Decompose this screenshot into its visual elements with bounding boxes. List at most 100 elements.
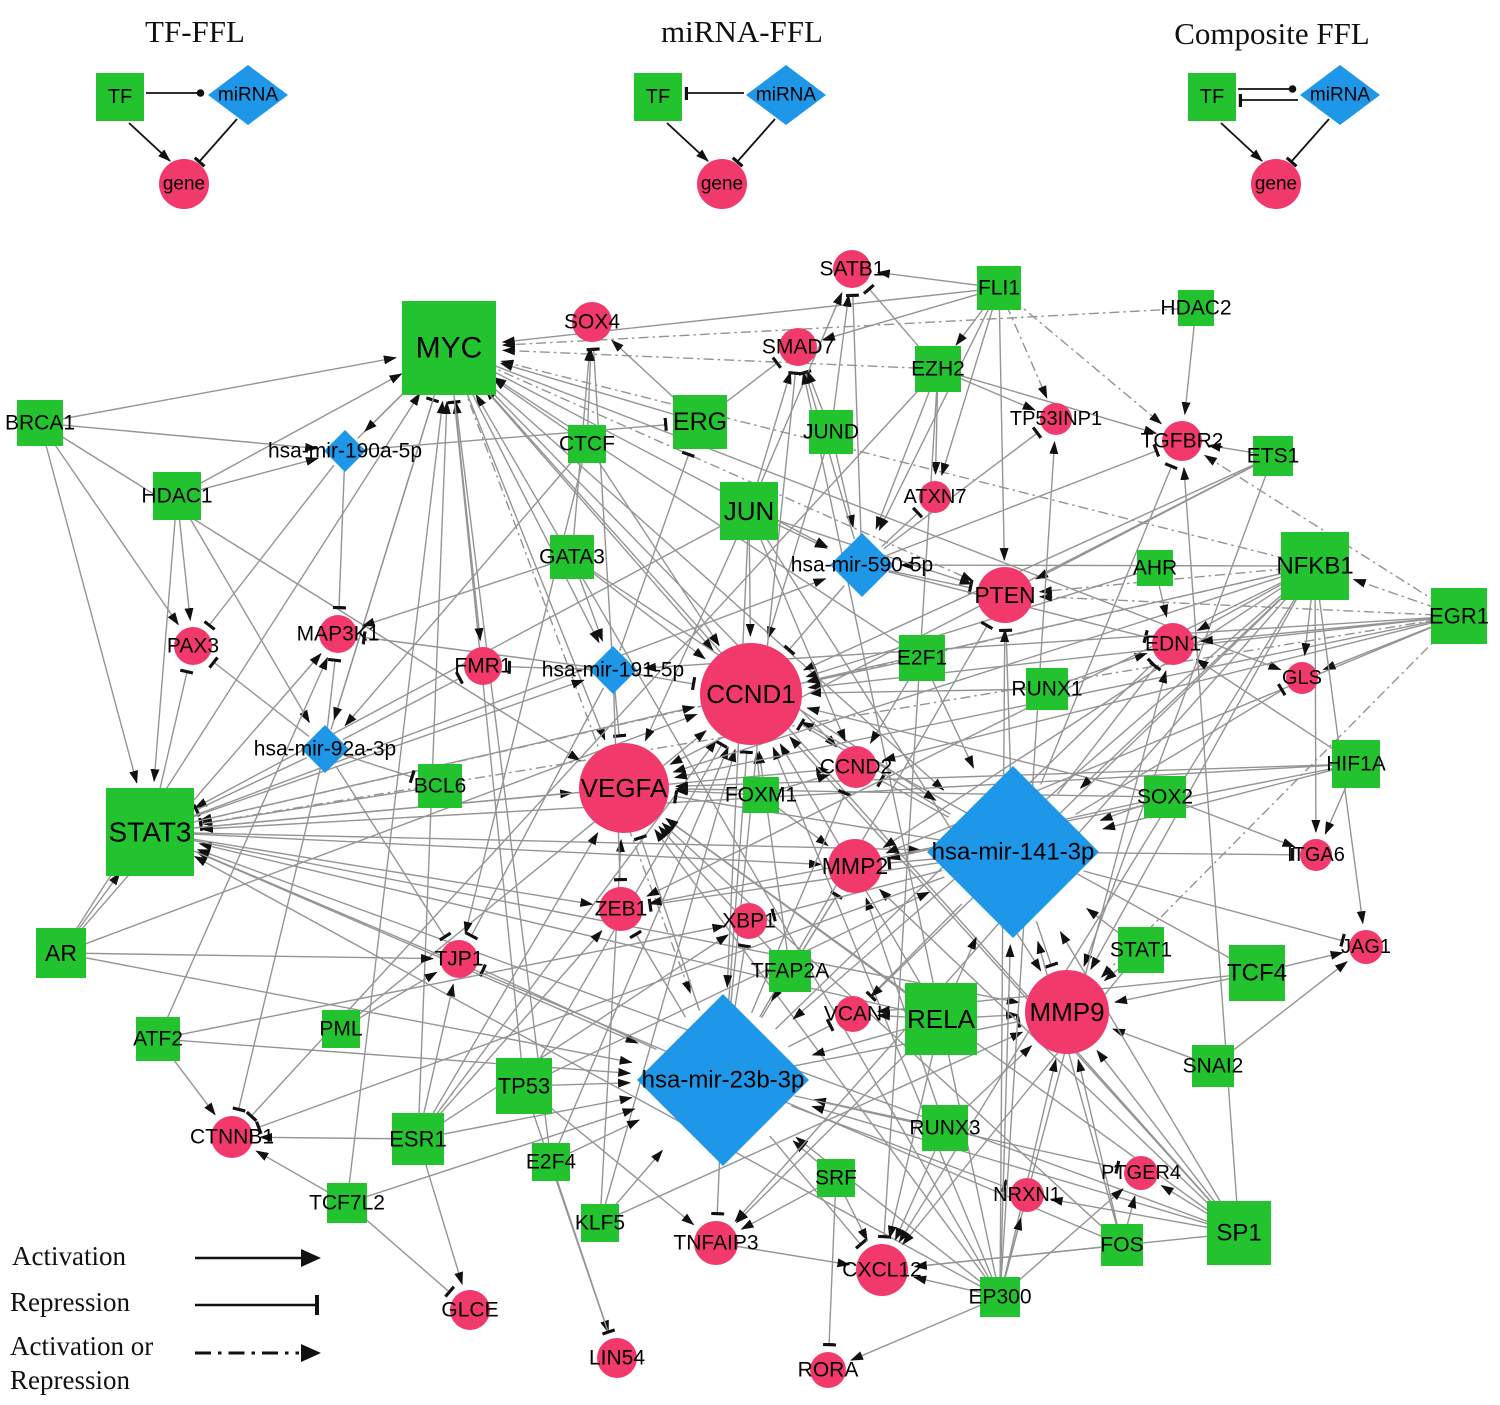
edge-E2F1-CCND2 bbox=[869, 674, 913, 744]
tf-square-SRF bbox=[817, 1159, 855, 1197]
tf-square-HDAC2 bbox=[1178, 290, 1214, 326]
node-label-PTGER4: PTGER4 bbox=[1101, 1162, 1181, 1184]
tf-square-NFKB1 bbox=[1281, 532, 1349, 600]
edge-E2F4-CCND1 bbox=[556, 746, 729, 1148]
motif-mirna-label: miRNA bbox=[756, 85, 816, 106]
edge-ATF2-XBP1 bbox=[176, 923, 726, 1037]
node-PML: PML bbox=[319, 1010, 363, 1048]
edge-EZH2-ATXN7 bbox=[931, 388, 941, 476]
node-GATA3: GATA3 bbox=[539, 535, 605, 579]
edge-hsa-mir-23b-3p-VCAN bbox=[787, 1018, 835, 1048]
node-label-ETS1: ETS1 bbox=[1247, 445, 1300, 468]
legend-repression-bar bbox=[195, 1295, 319, 1315]
node-label-XBP1: XBP1 bbox=[722, 910, 776, 933]
edge-hsa-mir-23b-3p-CXCL12 bbox=[769, 1135, 867, 1250]
node-HDAC2: HDAC2 bbox=[1160, 290, 1232, 326]
edge-KLF5-hsa-mir-23b-3p bbox=[610, 1149, 664, 1212]
edge-JUN-SMAD7 bbox=[755, 370, 792, 488]
edge-MYC-CCND1 bbox=[474, 377, 714, 652]
edge-ESR1-GLCE bbox=[423, 1159, 463, 1286]
tf-square-SOX2 bbox=[1144, 776, 1186, 818]
node-label-SNAI2: SNAI2 bbox=[1183, 1055, 1244, 1078]
node-SOX4: SOX4 bbox=[564, 302, 620, 342]
node-label-ZEB1: ZEB1 bbox=[595, 898, 648, 921]
node-label-FOXM1: FOXM1 bbox=[725, 784, 797, 807]
edge-EP300-PTEN bbox=[999, 628, 1010, 1281]
edge-TCF7L2-MYC bbox=[348, 400, 446, 1187]
node-TP53: TP53 bbox=[496, 1058, 552, 1114]
edge-ETS1-PTEN bbox=[1035, 463, 1259, 580]
node-label-hsa-mir-141-3p: hsa-mir-141-3p bbox=[932, 839, 1095, 866]
edge-NFKB1-CCND1 bbox=[806, 571, 1287, 683]
node-hsa-mir-141-3p: hsa-mir-141-3p bbox=[927, 766, 1099, 938]
node-label-LIN54: LIN54 bbox=[589, 1347, 645, 1370]
edge-TP53-hsa-mir-141-3p bbox=[545, 891, 931, 1077]
edge-E2F1-CCND1 bbox=[806, 661, 904, 684]
edge-STAT3-hsa-mir-191-5p bbox=[185, 679, 585, 821]
edge-KLF5-CCND1 bbox=[603, 748, 737, 1208]
node-label-STAT3: STAT3 bbox=[109, 817, 192, 848]
edge-CTCF-SOX4 bbox=[585, 347, 595, 428]
mirna-diamond-hsa-mir-190a-5p bbox=[324, 430, 366, 472]
node-PAX3: PAX3 bbox=[167, 627, 219, 665]
edge-EGR1-NFKB1 bbox=[1352, 578, 1437, 609]
node-label-SRF: SRF bbox=[815, 1167, 857, 1190]
edge-SRF-RORA bbox=[822, 1194, 837, 1347]
tf-square-JUND bbox=[809, 410, 853, 454]
tf-square-KLF5 bbox=[581, 1204, 619, 1242]
node-EP300: EP300 bbox=[968, 1277, 1032, 1317]
edge-E2F4-hsa-mir-23b-3p bbox=[565, 1119, 640, 1156]
node-label-AR: AR bbox=[45, 940, 77, 966]
edge-HDAC1-STAT3 bbox=[150, 516, 177, 783]
tf-square-ETS1 bbox=[1253, 436, 1293, 476]
edge-EZH2-hsa-mir-590-5p bbox=[875, 386, 932, 530]
motif-mirna-diamond bbox=[208, 65, 288, 125]
node-E2F4: E2F4 bbox=[526, 1143, 576, 1181]
edge-hsa-mir-92a-3p-STAT3 bbox=[192, 757, 307, 817]
gene-circle-XBP1 bbox=[731, 903, 767, 939]
node-SP1: SP1 bbox=[1207, 1201, 1271, 1265]
node-label-ATF2: ATF2 bbox=[133, 1028, 183, 1051]
edge-hsa-mir-191-5p-TJP1 bbox=[465, 687, 605, 941]
node-SRF: SRF bbox=[815, 1159, 857, 1197]
edge-JUN-hsa-mir-23b-3p bbox=[723, 535, 749, 989]
motif-gene-label: gene bbox=[163, 174, 205, 195]
node-AR: AR bbox=[36, 928, 86, 978]
node-label-CTNNB1: CTNNB1 bbox=[190, 1126, 274, 1149]
edge-hsa-mir-590-5p-SMAD7 bbox=[798, 369, 856, 540]
edge-NFKB1-EDN1 bbox=[1196, 579, 1291, 632]
gene-circle-MAP3K1 bbox=[319, 615, 357, 653]
node-label-CTCF: CTCF bbox=[559, 433, 615, 456]
node-label-BCL6: BCL6 bbox=[414, 775, 467, 798]
edge-MYC-GLS bbox=[486, 361, 1282, 671]
mirna-diamond-hsa-mir-590-5p bbox=[830, 533, 894, 597]
edge-HDAC2-TGFBR2 bbox=[1181, 323, 1196, 416]
node-label-CCND1: CCND1 bbox=[706, 679, 796, 709]
gene-circle-CCND1 bbox=[700, 643, 802, 745]
node-RORA: RORA bbox=[798, 1352, 858, 1388]
node-label-KLF5: KLF5 bbox=[575, 1212, 625, 1235]
node-label-MAP3K1: MAP3K1 bbox=[297, 623, 380, 646]
node-label-hsa-mir-190a-5p: hsa-mir-190a-5p bbox=[268, 440, 422, 463]
gene-circle-PAX3 bbox=[174, 627, 212, 665]
edge-MYC-hsa-mir-191-5p bbox=[466, 383, 600, 644]
node-label-CCND2: CCND2 bbox=[820, 756, 892, 779]
node-XBP1: XBP1 bbox=[722, 903, 776, 939]
node-SOX2: SOX2 bbox=[1137, 776, 1193, 818]
edge-TCF4-MMP9 bbox=[1114, 977, 1234, 1005]
edge-EGR1-MMP9 bbox=[1100, 632, 1443, 978]
edge-MYC-hsa-mir-141-3p bbox=[478, 374, 945, 791]
node-label-VEGFA: VEGFA bbox=[581, 773, 668, 803]
gene-circle-VCAN bbox=[835, 996, 871, 1032]
motif-mirna-label: miRNA bbox=[1310, 85, 1370, 106]
gene-circle-TGFBR2 bbox=[1162, 421, 1202, 461]
edge-ESR1-TJP1 bbox=[422, 983, 455, 1118]
edge-RELA-TNFAIP3 bbox=[735, 1040, 920, 1224]
node-FMR1: FMR1 bbox=[454, 647, 512, 685]
edge-ERG-SOX4 bbox=[611, 339, 684, 407]
edge-FLI1-TP53INP1 bbox=[1005, 304, 1048, 399]
edge-FOXM1-VEGFA bbox=[674, 786, 746, 796]
node-PTEN: PTEN bbox=[974, 567, 1036, 623]
edge-JUN-STAT3 bbox=[194, 522, 728, 809]
edge-NFKB1-MMP9 bbox=[1090, 590, 1302, 971]
